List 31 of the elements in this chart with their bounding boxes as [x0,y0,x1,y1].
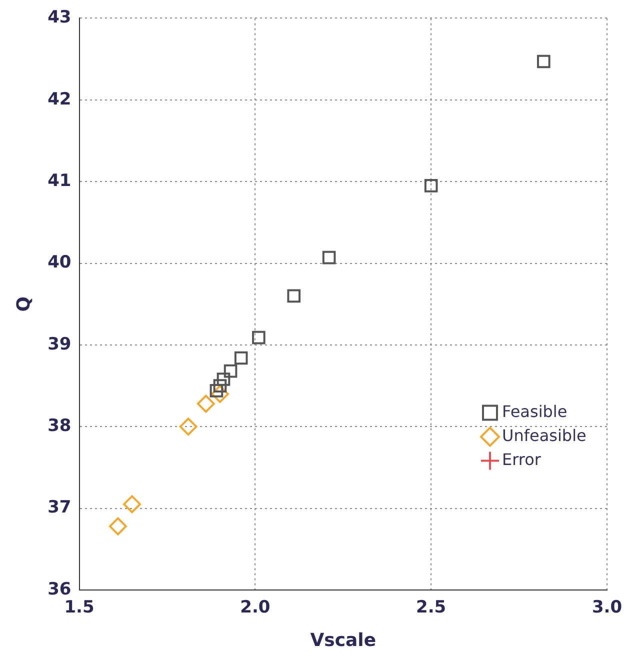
y-tick-label: 39 [48,334,72,354]
point [210,384,229,403]
legend-label: Unfeasible [502,426,586,445]
y-tick-label: 43 [48,8,72,28]
y-axis-title: Q [13,296,34,312]
x-tick-label: 2.5 [416,598,446,618]
point [216,372,230,386]
y-tick-label: 41 [48,170,72,191]
point [196,394,215,413]
y-tick-label: 40 [48,252,72,273]
x-tick-label: 2.0 [240,598,270,618]
point [537,54,550,68]
point [224,364,238,378]
point [424,179,438,192]
x-tick-label: 1.5 [64,598,94,618]
point [252,330,266,344]
point [322,250,336,264]
point [213,379,227,392]
point [179,418,198,436]
point [108,517,127,536]
point [123,495,142,514]
legend-label: Error [502,450,542,469]
x-tick-label: 3.0 [592,598,622,618]
y-tick-label: 38 [48,416,72,436]
y-tick-label: 36 [48,579,72,600]
point [287,289,301,303]
x-axis-title: Vscale [310,630,376,651]
point [234,351,248,365]
legend-label: Feasible [502,402,568,421]
y-tick-label: 37 [48,498,72,518]
y-tick-label: 42 [48,89,72,110]
